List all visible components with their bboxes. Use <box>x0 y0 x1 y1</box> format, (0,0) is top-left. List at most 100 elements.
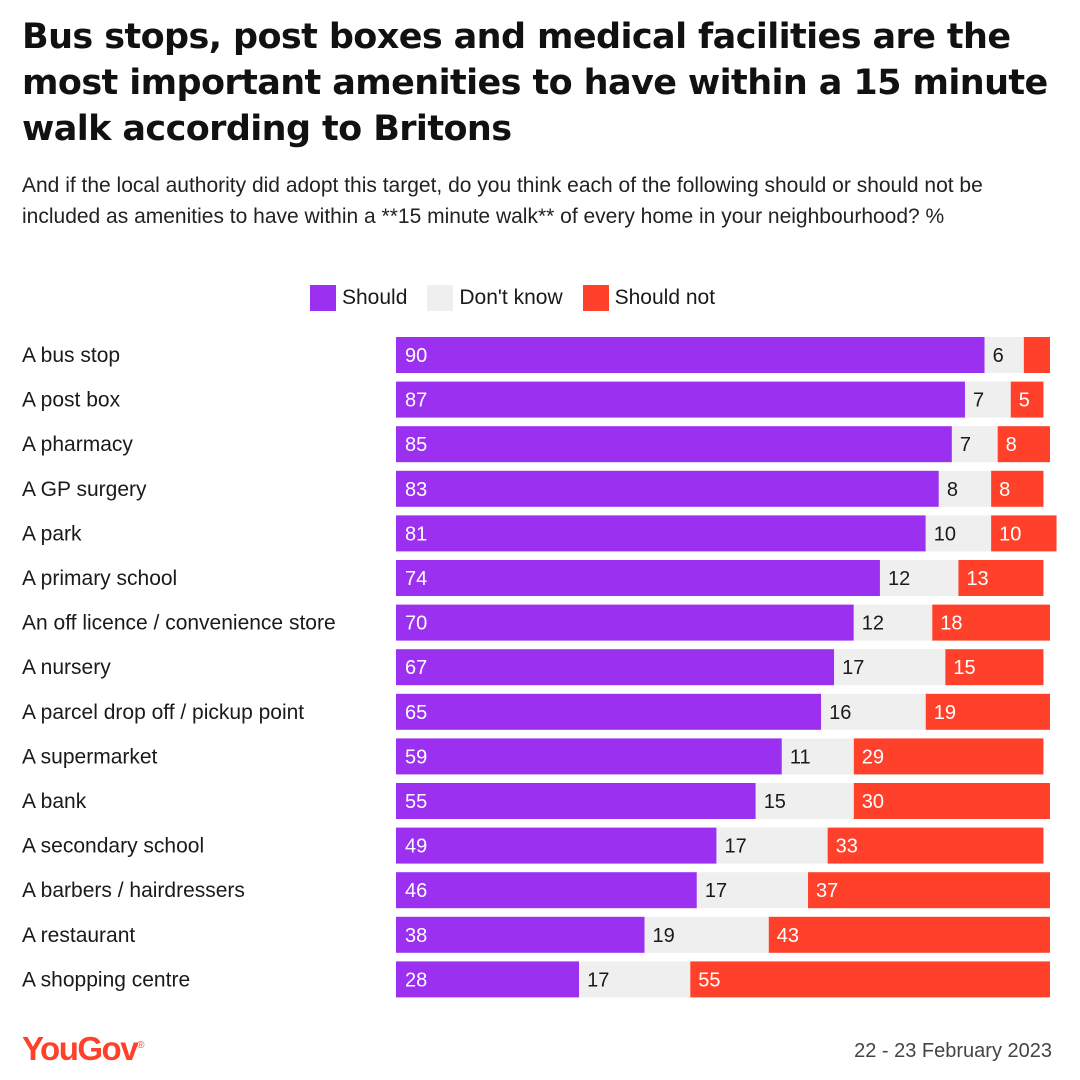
bar-should-not <box>808 872 1050 909</box>
bar-should <box>396 381 965 418</box>
bar-should-not <box>958 560 1044 596</box>
category-label: A nursery <box>22 656 111 679</box>
category-label: A park <box>22 522 82 545</box>
data-label-dont-know: 17 <box>842 657 864 679</box>
data-label-dont-know: 12 <box>862 613 884 635</box>
bar-should <box>396 337 985 373</box>
bar-dont-know <box>781 738 854 775</box>
bar-should-not <box>932 604 1050 641</box>
data-label-should-not: 55 <box>698 969 720 991</box>
bar-dont-know <box>938 470 992 507</box>
data-label-should: 87 <box>405 390 427 412</box>
data-label-dont-know: 17 <box>724 836 746 858</box>
bar-should-not <box>997 426 1050 463</box>
data-label-should-not: 43 <box>777 925 799 947</box>
category-label: A GP surgery <box>22 478 147 501</box>
bar-should-not <box>853 738 1044 775</box>
bar-dont-know <box>755 783 854 819</box>
bar-should-not <box>945 649 1044 686</box>
bar-should <box>396 560 880 596</box>
data-label-dont-know: 10 <box>934 523 956 545</box>
legend-item-dont-know: Don't know <box>427 285 563 311</box>
logo-text: YouGov <box>22 1030 139 1067</box>
chart-subtitle: And if the local authority did adopt thi… <box>22 174 983 228</box>
data-label-should: 74 <box>405 568 427 590</box>
data-label-should-not: 15 <box>953 657 975 679</box>
bar-dont-know <box>879 560 959 596</box>
data-label-dont-know: 16 <box>829 702 851 724</box>
legend-item-should: Should <box>310 285 407 311</box>
data-label-should: 70 <box>405 613 427 635</box>
bar-should <box>396 872 697 909</box>
data-label-should: 49 <box>405 836 427 858</box>
yougov-logo: YouGov® <box>22 1030 145 1067</box>
bar-should-not <box>768 916 1050 953</box>
data-label-dont-know: 6 <box>993 345 1004 367</box>
data-label-should-not: 29 <box>862 746 884 768</box>
bar-should <box>396 827 717 864</box>
data-label-should-not: 33 <box>836 836 858 858</box>
data-label-should-not: 8 <box>999 479 1010 501</box>
bar-should <box>396 604 854 641</box>
legend-swatch-should <box>310 285 336 311</box>
data-label-should: 46 <box>405 880 427 902</box>
category-label: A restaurant <box>22 924 135 947</box>
bar-should <box>396 426 952 463</box>
data-label-should-not: 10 <box>999 523 1021 545</box>
category-label: A shopping centre <box>22 968 190 991</box>
legend-label-should: Should <box>342 286 408 309</box>
data-label-dont-know: 7 <box>960 434 971 456</box>
data-label-should: 81 <box>405 523 427 545</box>
bar-dont-know <box>834 649 946 686</box>
bar-should <box>396 470 939 507</box>
data-label-should-not: 13 <box>966 568 988 590</box>
data-label-should: 67 <box>405 657 427 679</box>
data-label-dont-know: 17 <box>705 880 727 902</box>
bar-dont-know <box>696 872 809 909</box>
bar-should-not <box>991 470 1044 507</box>
bar-should <box>396 693 822 730</box>
bar-should-not <box>925 693 1050 730</box>
bar-dont-know <box>821 693 926 730</box>
category-label: A barbers / hairdressers <box>22 879 245 902</box>
bar-should-not <box>1023 337 1050 373</box>
bar-dont-know <box>964 381 1011 418</box>
data-label-should: 83 <box>405 479 427 501</box>
category-label: An off licence / convenience store <box>22 612 336 635</box>
data-label-dont-know: 7 <box>973 390 984 412</box>
legend-label-should-not: Should not <box>614 286 716 309</box>
category-label: A primary school <box>22 567 177 590</box>
data-label-dont-know: 11 <box>790 746 811 768</box>
bar-should <box>396 649 835 686</box>
bar-should-not <box>690 961 1050 998</box>
bar-should-not <box>1010 381 1044 418</box>
category-label: A bus stop <box>22 344 120 367</box>
data-label-should: 59 <box>405 746 427 768</box>
data-label-should: 90 <box>405 345 427 367</box>
bar-dont-know <box>951 426 998 463</box>
category-label: A pharmacy <box>22 433 133 456</box>
legend-swatch-dont-know <box>427 285 454 311</box>
bar-should <box>396 515 926 552</box>
data-label-should-not: 8 <box>1006 434 1017 456</box>
bar-should <box>396 738 782 775</box>
bar-should <box>396 916 645 953</box>
bar-dont-know <box>644 916 769 953</box>
data-label-should-not: 37 <box>816 880 838 902</box>
data-label-should-not: 18 <box>940 613 962 635</box>
bar-should <box>396 783 756 819</box>
bar-should-not <box>991 515 1057 552</box>
category-label: A secondary school <box>22 835 204 858</box>
data-label-dont-know: 19 <box>653 925 675 947</box>
bar-dont-know <box>984 337 1024 373</box>
legend-label-dont-know: Don't know <box>459 286 563 309</box>
category-label: A parcel drop off / pickup point <box>22 701 304 724</box>
data-label-should: 65 <box>405 702 427 724</box>
bar-dont-know <box>925 515 992 552</box>
bar-should-not <box>827 827 1044 864</box>
legend-swatch-should-not <box>582 285 609 311</box>
category-label: A bank <box>22 790 87 813</box>
data-label-should: 28 <box>405 969 427 991</box>
bar-should <box>396 961 580 998</box>
survey-date: 22 - 23 February 2023 <box>854 1040 1052 1062</box>
